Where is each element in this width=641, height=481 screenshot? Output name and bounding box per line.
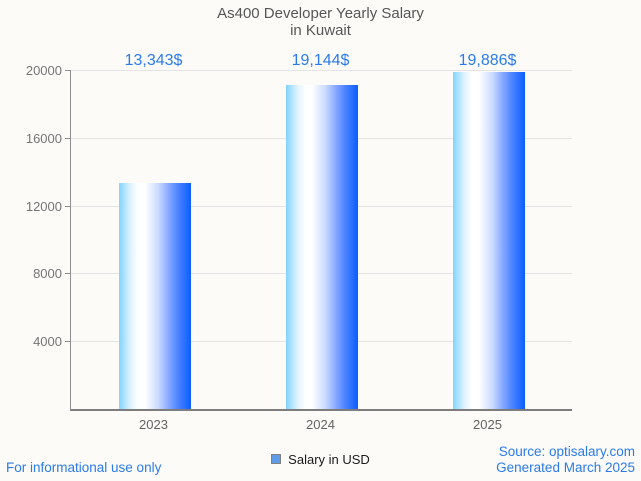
legend-label: Salary in USD xyxy=(288,451,370,467)
y-axis-tick xyxy=(65,137,71,139)
y-axis-tick xyxy=(65,205,71,207)
bar-2025[interactable] xyxy=(452,71,525,409)
chart-title: As400 Developer Yearly Salary in Kuwait xyxy=(0,5,641,39)
generated-date: Generated March 2025 xyxy=(496,460,635,475)
chart-title-line1: As400 Developer Yearly Salary xyxy=(217,5,424,22)
x-tick-label-2023: 2023 xyxy=(139,417,168,432)
y-axis-tick xyxy=(65,70,71,71)
y-tick-label: 16000 xyxy=(25,130,62,146)
source-block: Source: optisalary.com Generated March 2… xyxy=(496,444,635,476)
bar-value-label-2025: 19,886$ xyxy=(458,52,517,69)
y-axis-tick xyxy=(65,273,71,275)
grid-line xyxy=(71,70,572,71)
y-axis-tick xyxy=(65,341,71,343)
legend-swatch-icon xyxy=(271,454,282,464)
y-tick-label: 12000 xyxy=(25,198,62,214)
legend: Salary in USD xyxy=(0,451,641,467)
bar-2024[interactable] xyxy=(285,84,358,409)
bar-2023[interactable] xyxy=(118,182,191,409)
source-link[interactable]: Source: optisalary.com xyxy=(498,444,635,459)
x-tick-label-2025: 2025 xyxy=(473,417,502,432)
x-tick-label-2024: 2024 xyxy=(306,417,335,432)
chart-title-line2: in Kuwait xyxy=(290,22,351,39)
bar-value-label-2024: 19,144$ xyxy=(291,52,350,69)
bar-value-label-2023: 13,343$ xyxy=(124,52,183,69)
y-tick-label: 20000 xyxy=(25,63,62,78)
y-tick-label: 8000 xyxy=(33,266,62,282)
plot-area: 4000 8000 12000 16000 20000 xyxy=(26,63,572,411)
disclaimer-text: For informational use only xyxy=(6,460,162,475)
y-tick-label: 4000 xyxy=(33,334,62,350)
